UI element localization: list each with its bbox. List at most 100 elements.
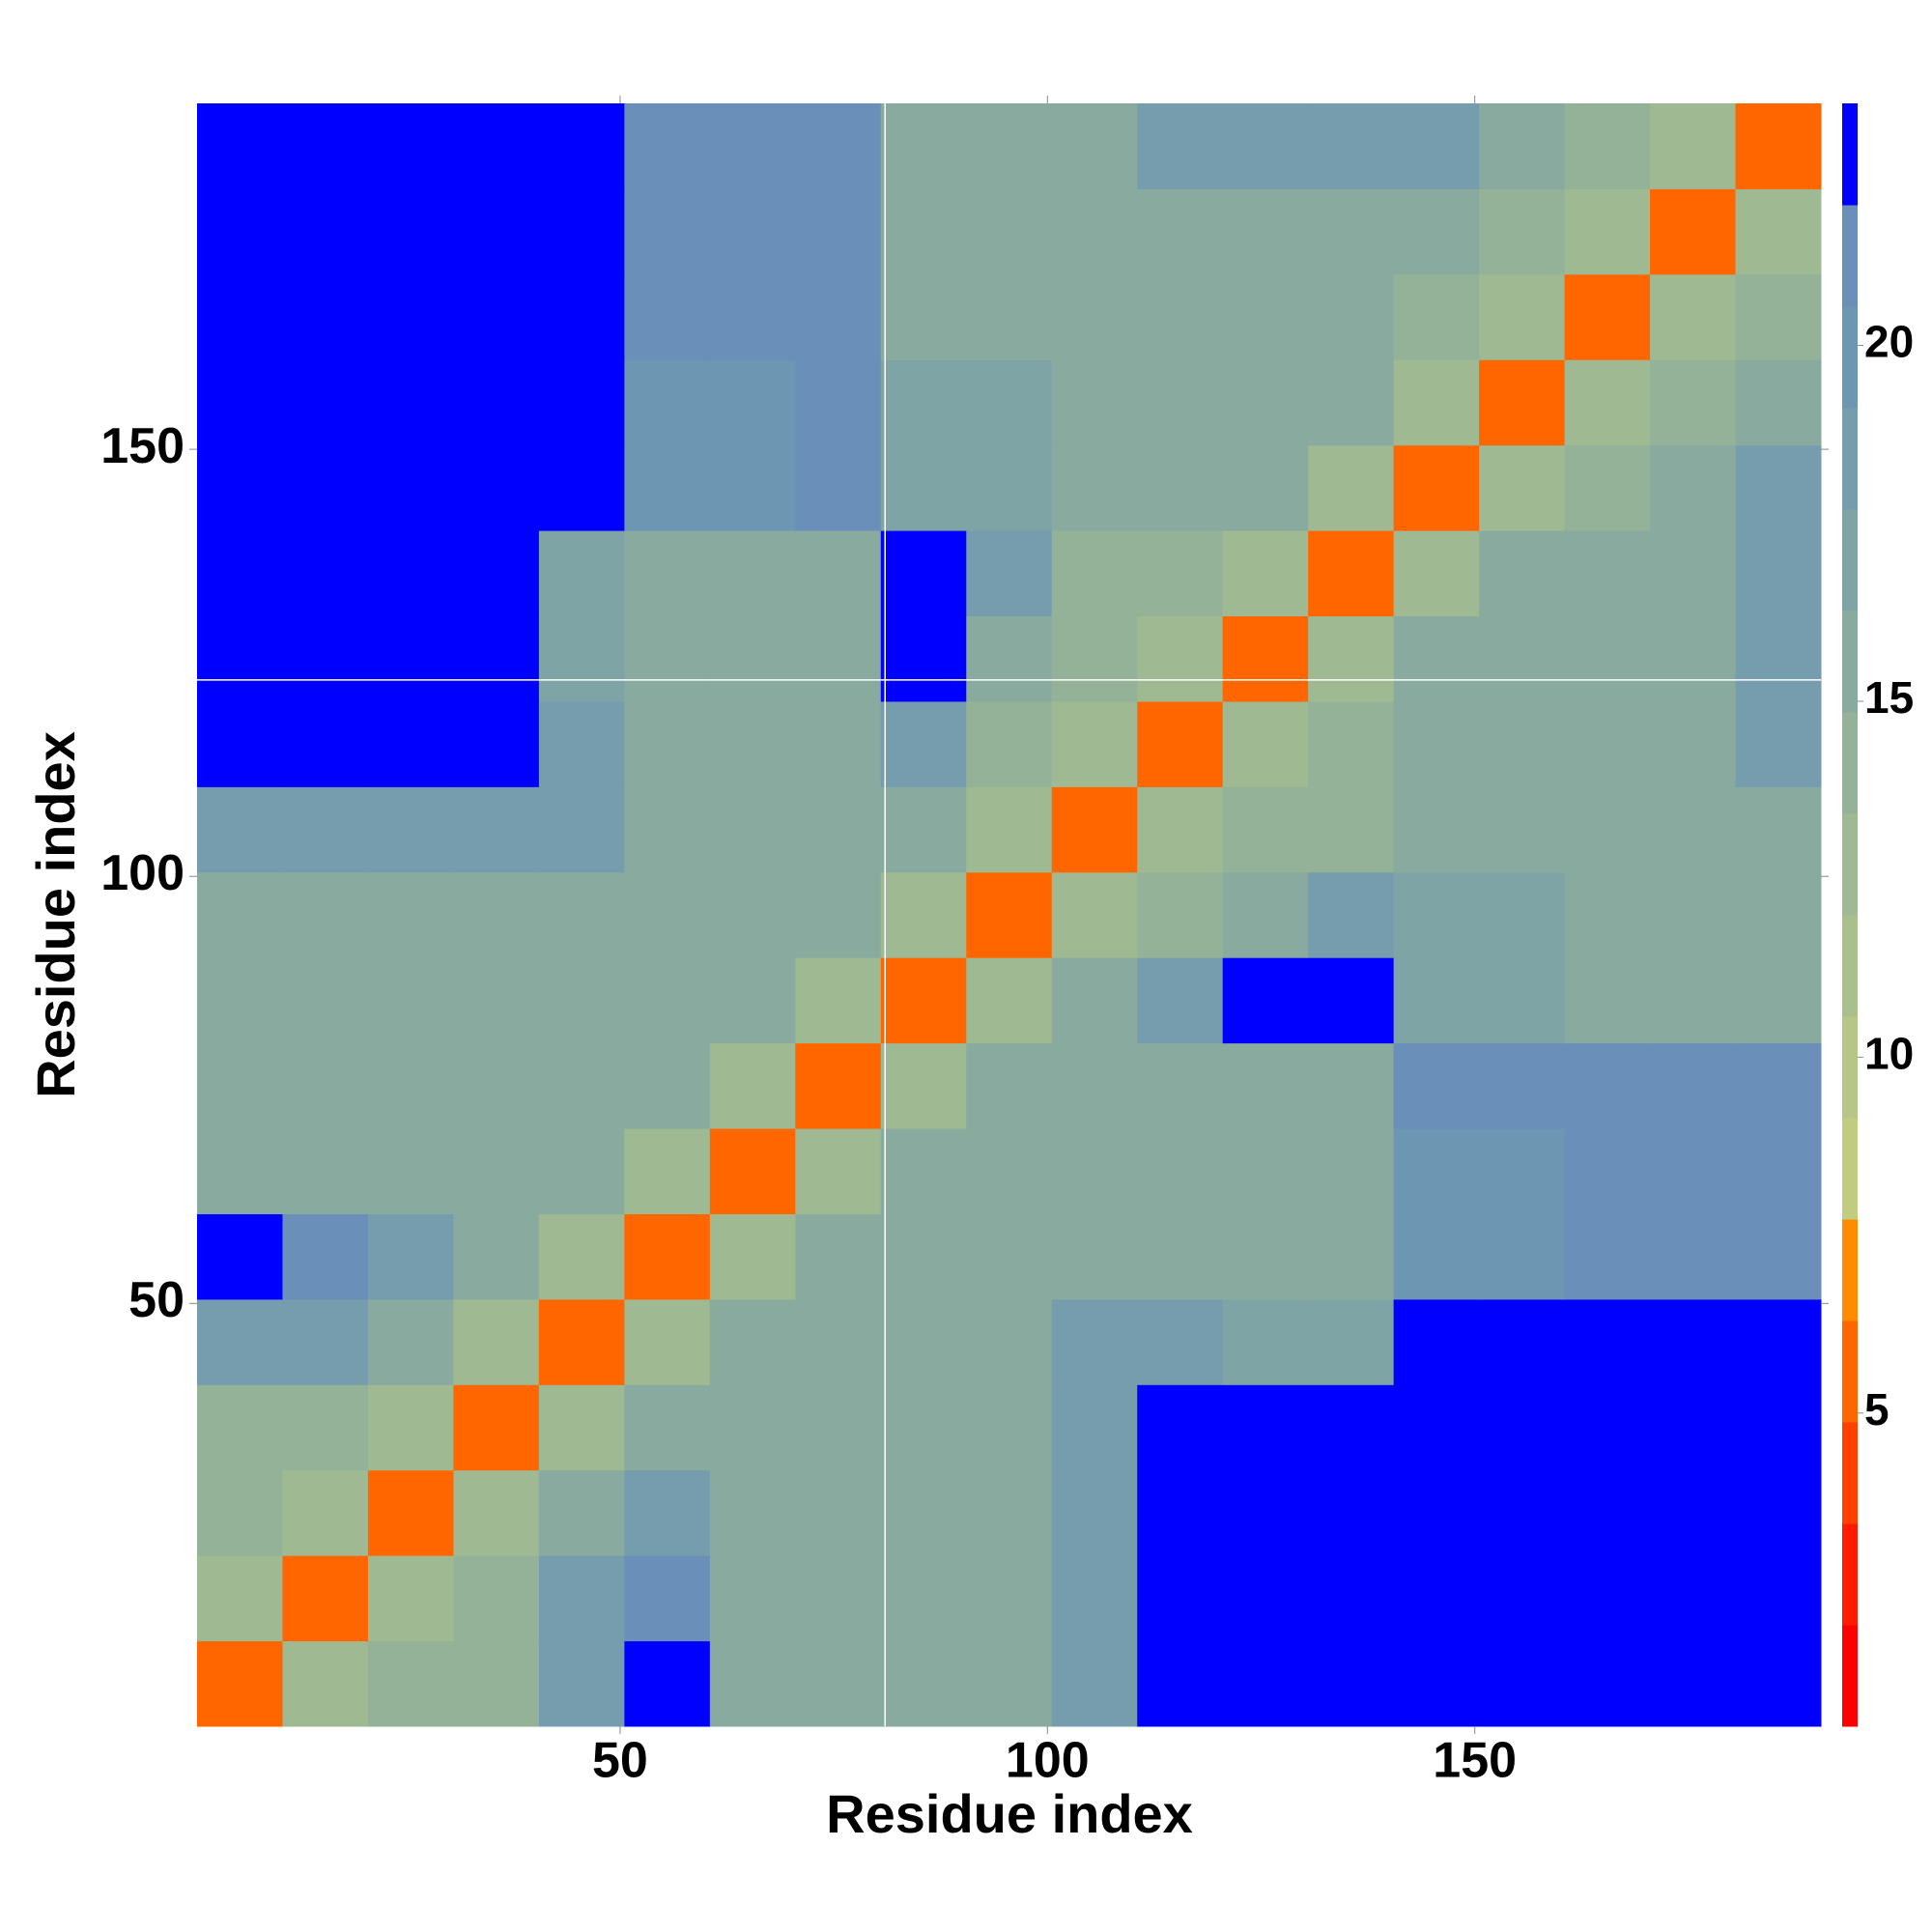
heatmap-cell [966,273,1053,360]
heatmap-cell [795,188,882,275]
heatmap-cell [1650,1042,1737,1129]
heatmap-cell [1479,1213,1566,1300]
heatmap-cell [966,359,1053,446]
heatmap-cell [197,1042,283,1129]
heatmap-cell [282,957,369,1044]
heatmap-cell [1137,1042,1224,1129]
heatmap-cell [880,1213,967,1300]
heatmap-cell [1650,1213,1737,1300]
heatmap-cell [1393,359,1480,446]
heatmap-cell [1222,273,1309,360]
heatmap-cell [966,1042,1053,1129]
heatmap-cell [1137,359,1224,446]
heatmap-cell [1479,1555,1566,1642]
heatmap-cell [197,1555,283,1642]
heatmap-cell [795,103,882,189]
heatmap-cell [1222,1555,1309,1642]
heatmap-cell [795,1298,882,1385]
heatmap-cell [966,1555,1053,1642]
heatmap-cell [880,1128,967,1214]
heatmap-cell [1308,103,1395,189]
heatmap-cell [538,1128,625,1214]
heatmap-cell [1308,1555,1395,1642]
heatmap-cell [1308,1213,1395,1300]
heatmap-cell [624,700,711,787]
heatmap-cell [538,1469,625,1556]
heatmap-cell [1051,1213,1138,1300]
heatmap-cell [367,1298,454,1385]
heatmap-cell [1564,1469,1651,1556]
colorbar-band [1842,712,1858,814]
heatmap-cell [367,871,454,958]
heatmap-cell [282,1555,369,1642]
heatmap-cell [1393,1042,1480,1129]
heatmap-cell [1479,1298,1566,1385]
heatmap-cell [1650,871,1737,958]
heatmap-cell [1222,957,1309,1044]
heatmap-cell [1479,1384,1566,1471]
heatmap-cell [282,615,369,702]
heatmap-cell [1308,1640,1395,1727]
heatmap-cell [1051,786,1138,873]
heatmap-cell [709,1128,796,1214]
heatmap-cell [282,359,369,446]
heatmap-cell [282,1213,369,1300]
heatmap-cell [538,615,625,702]
heatmap-cell [1650,1640,1737,1727]
heatmap-cell [709,1042,796,1129]
heatmap-cell [880,103,967,189]
heatmap-cell [1393,530,1480,617]
heatmap-cell [453,700,540,787]
heatmap-cell [1222,615,1309,702]
heatmap-cell [1479,1042,1566,1129]
heatmap-cell [624,1042,711,1129]
heatmap-cell [966,615,1053,702]
heatmap-cell [880,957,967,1044]
heatmap-cell [453,1469,540,1556]
heatmap-cell [1479,188,1566,275]
heatmap-cell [1222,444,1309,531]
heatmap-cell [1650,786,1737,873]
heatmap-cell [1051,1555,1138,1642]
colorbar-band [1842,1016,1858,1119]
heatmap-cell [1051,273,1138,360]
heatmap-cell [282,1469,369,1556]
heatmap-cell [197,273,283,360]
heatmap-cell [367,957,454,1044]
heatmap-cell [1735,1640,1822,1727]
heatmap-cell [1479,786,1566,873]
heatmap-cell [538,786,625,873]
heatmap-cell [880,530,967,617]
heatmap-cell [1051,1298,1138,1385]
heatmap-cell [1650,1555,1737,1642]
heatmap-cell [795,273,882,360]
heatmap-cell [1222,530,1309,617]
heatmap-cell [453,1213,540,1300]
heatmap-cell [1308,786,1395,873]
colorbar-band [1842,1422,1858,1524]
heatmap-cell [1650,957,1737,1044]
heatmap-cell [709,1213,796,1300]
heatmap-cell [538,700,625,787]
heatmap-cell [538,1042,625,1129]
heatmap-cell [880,786,967,873]
heatmap-cell [966,103,1053,189]
heatmap-cell [1051,871,1138,958]
heatmap-cell [709,188,796,275]
heatmap-cell [197,615,283,702]
colorbar-band [1842,1321,1858,1423]
heatmap-cell [966,786,1053,873]
heatmap-cell [1564,1555,1651,1642]
heatmap-cell [538,957,625,1044]
heatmap-cell [1222,359,1309,446]
heatmap-cell [1735,957,1822,1044]
heatmap-cell [624,273,711,360]
heatmap-cell [1650,1298,1737,1385]
heatmap-cell [1564,273,1651,360]
heatmap-cell [197,1298,283,1385]
heatmap-cell [282,786,369,873]
heatmap-cell [1564,957,1651,1044]
heatmap-cell [1735,1213,1822,1300]
heatmap-cell [1137,871,1224,958]
heatmap-cell [1479,1469,1566,1556]
